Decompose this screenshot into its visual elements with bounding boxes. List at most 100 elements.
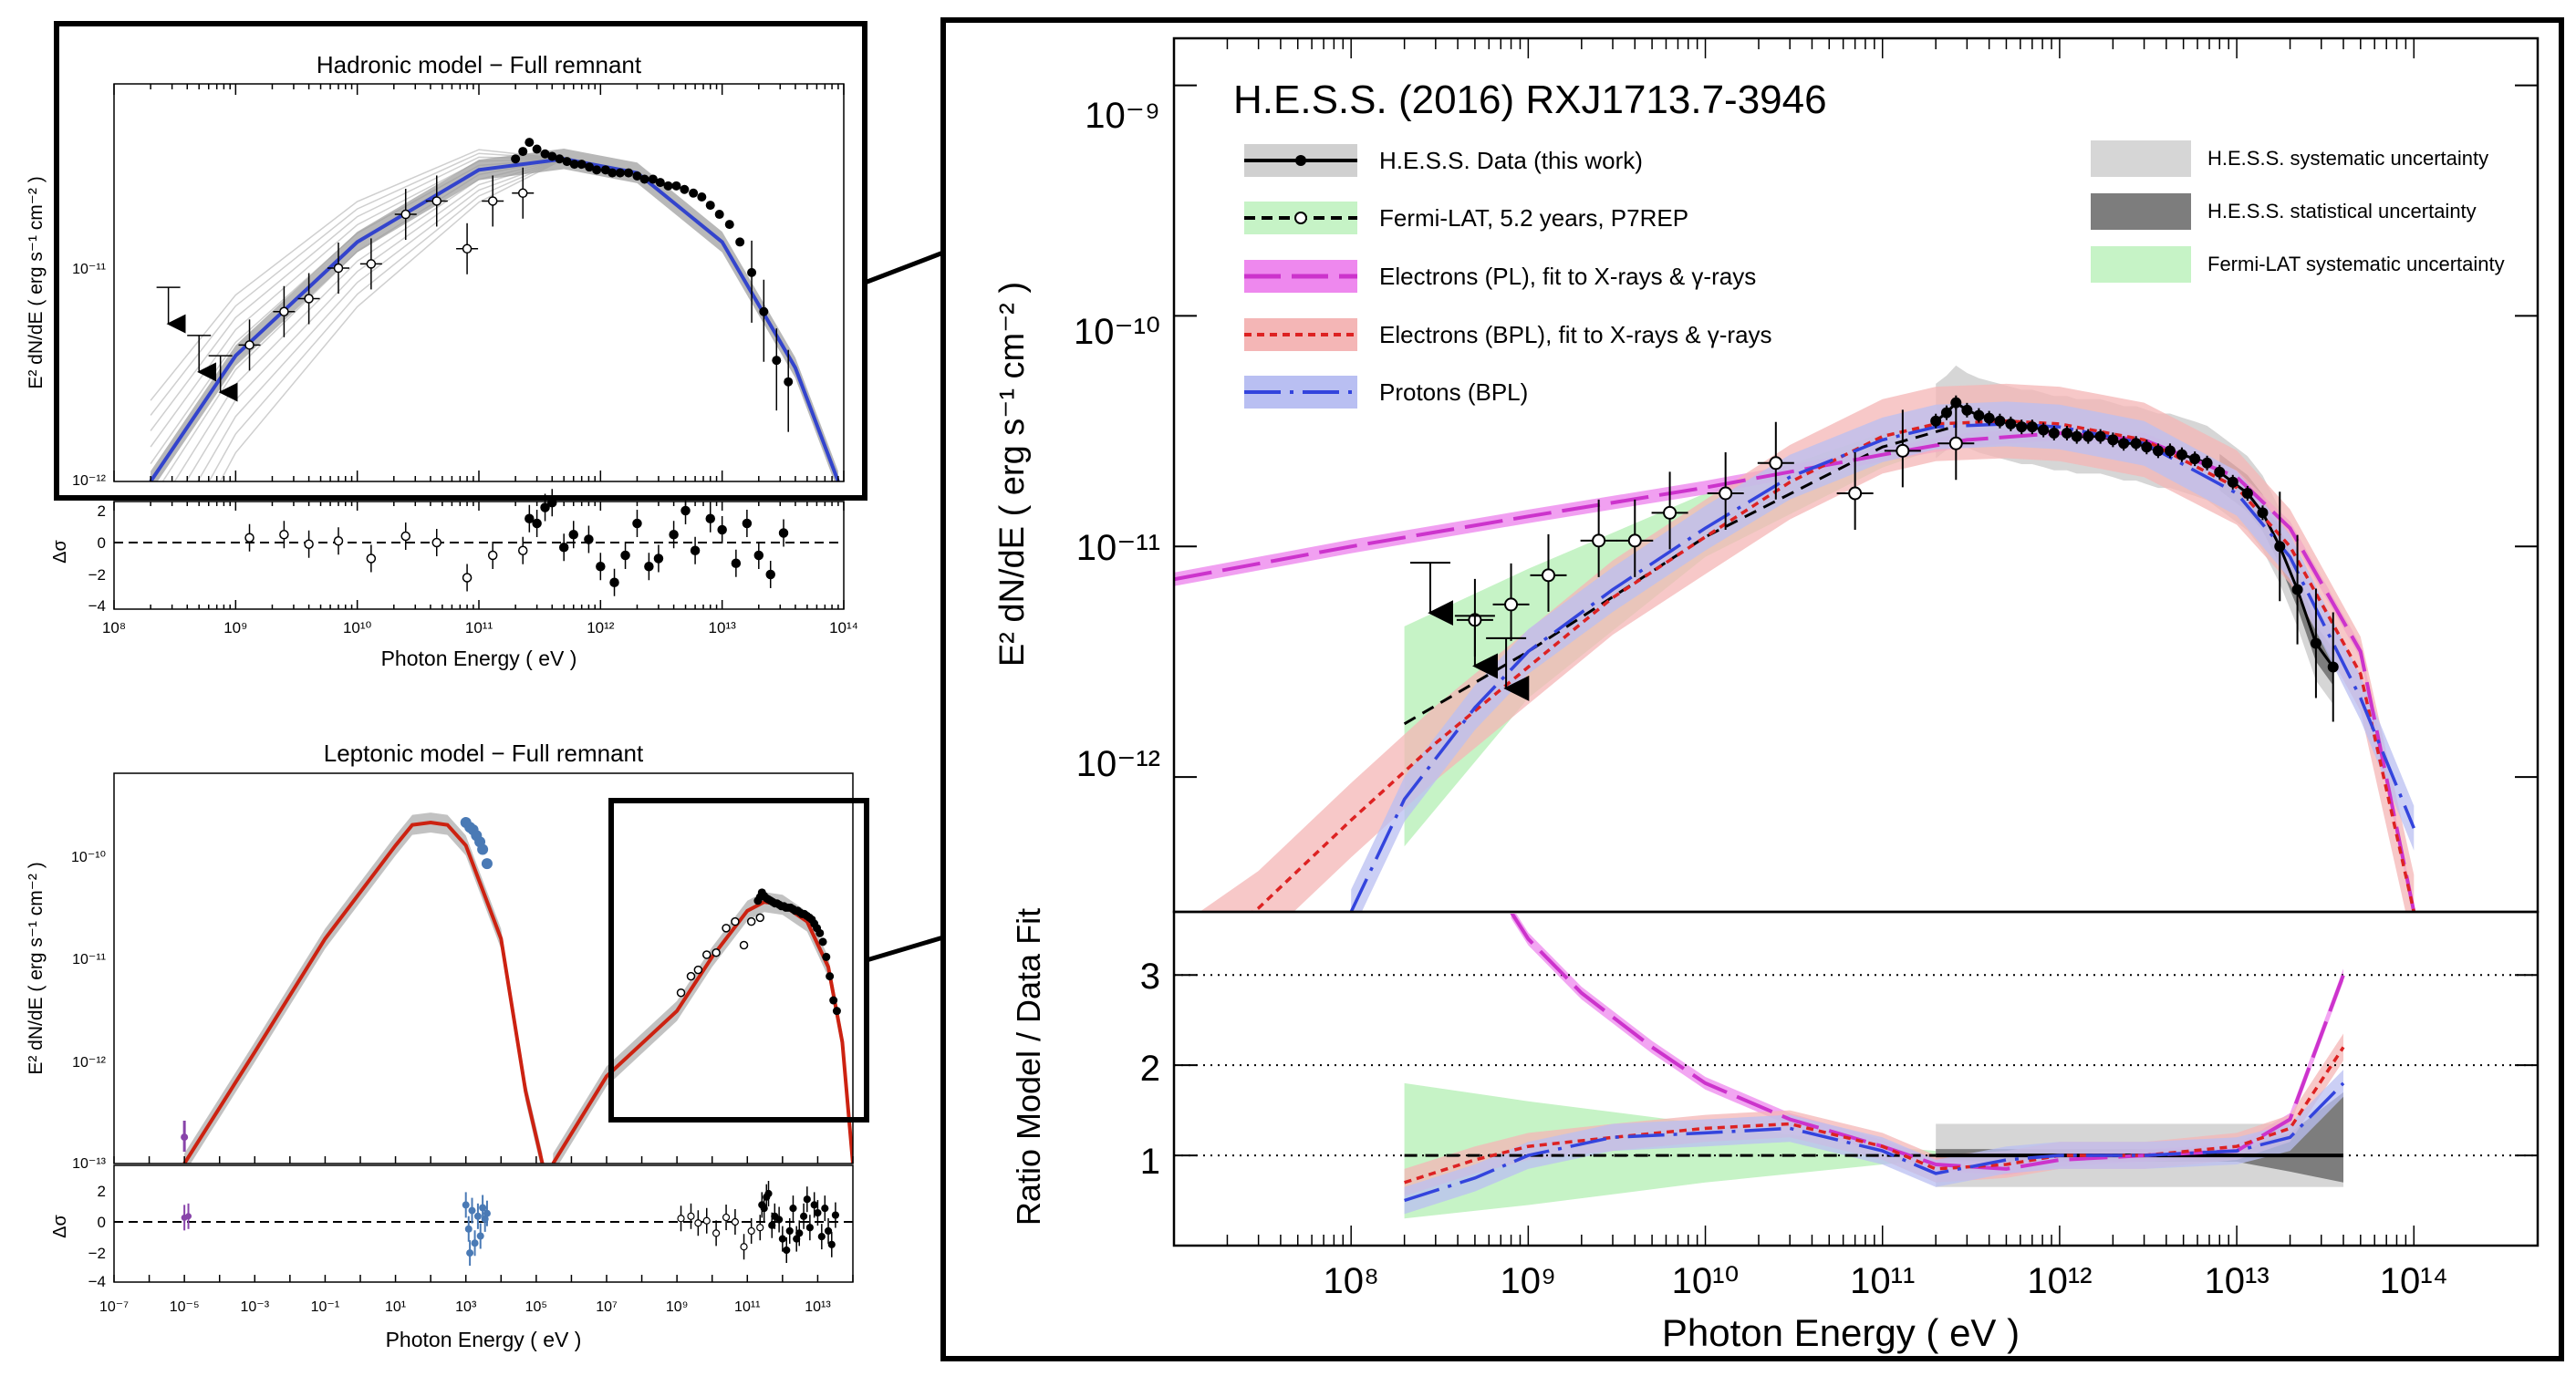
main-ytick-1e-10: 10⁻¹⁰: [1074, 312, 1160, 352]
legend-item-protons-bpl: Protons (BPL): [1244, 376, 1528, 409]
leptonic-hess-point: [832, 1007, 841, 1016]
hadronic-axis-ticks: [113, 84, 845, 609]
leptonic-ic-curve: [551, 900, 853, 1164]
fermi-data-point: [1627, 533, 1642, 548]
hess-data-point: [2118, 438, 2130, 450]
fermi-data-point: [1948, 436, 1963, 450]
hadronic-hess-point: [562, 157, 572, 167]
leptonic-title: Leptonic model − Full remnant: [324, 740, 644, 767]
hadronic-residual-point: [669, 530, 679, 540]
leptonic-ic-band: [553, 892, 853, 1164]
leptonic-residual-point: [468, 1206, 476, 1215]
hadronic-residual-point: [517, 545, 528, 555]
hadronic-hess-point: [655, 178, 665, 188]
leptonic-residual-point: [814, 1208, 822, 1217]
hess-data-point: [2176, 449, 2187, 460]
leptonic-fermi-point: [686, 971, 696, 981]
hess-data-point: [2310, 637, 2322, 649]
main-xtick-label: 10¹⁰: [1672, 1261, 1740, 1301]
main-ylabel-bottom: Ratio Model / Data Fit: [1010, 908, 1047, 1226]
hadronic-xtick-label: 10⁹: [223, 619, 247, 636]
leptonic-residual-point: [740, 1243, 748, 1251]
leptonic-synchrotron-band: [184, 812, 543, 1164]
hadronic-residual-point: [547, 498, 557, 508]
leptonic-residual-point: [473, 1212, 482, 1220]
leptonic-ytick-1e-11: 10⁻¹¹: [72, 952, 106, 967]
hadronic-residual-point: [244, 533, 254, 543]
leptonic-residual-point: [795, 1229, 804, 1237]
hadronic-sample-curve: [208, 158, 839, 481]
hadronic-residual-points: [244, 489, 789, 596]
hadronic-residual-point: [568, 530, 579, 540]
hadronic-residual-point: [653, 554, 664, 564]
hadronic-model-curve: [149, 157, 840, 481]
leptonic-fermi-point: [739, 940, 749, 950]
hess-data-point: [2201, 457, 2213, 469]
hadronic-residual-point: [333, 536, 344, 546]
leptonic-fermi-point: [755, 913, 764, 923]
hadronic-residual-point: [778, 528, 789, 538]
main-xtick-label: 10¹²: [2027, 1261, 2092, 1301]
leptonic-fermi-point: [712, 947, 721, 957]
leptonic-hess-point: [826, 972, 835, 981]
leptonic-connector: [866, 935, 944, 963]
hadronic-hess-point: [784, 377, 794, 387]
hadronic-hess-point: [772, 356, 782, 366]
legend-item-hess-sys: H.E.S.S. systematic uncertainty: [2091, 140, 2488, 177]
leptonic-residual-point: [821, 1205, 829, 1213]
hadronic-residual-point: [765, 569, 775, 580]
leptonic-residual-point: [483, 1209, 491, 1217]
leptonic-rtick-m2: −2: [88, 1245, 106, 1262]
hadronic-hess-point: [608, 168, 618, 178]
leptonic-xtick-label: 10³: [455, 1299, 477, 1315]
legend-item-electrons-pl: Electrons (PL), fit to X-rays & γ-rays: [1244, 260, 1756, 293]
hadronic-fermi-point: [462, 243, 473, 254]
main-legend-right: H.E.S.S. systematic uncertainty H.E.S.S.…: [2091, 140, 2505, 283]
leptonic-xtick-label: 10⁹: [666, 1299, 689, 1315]
legend-label-electrons-bpl: Electrons (BPL), fit to X-rays & γ-rays: [1379, 321, 1772, 348]
leptonic-xtick-label: 10¹: [385, 1299, 406, 1315]
hadronic-hess-point: [714, 210, 724, 220]
main-ytick-1e-12: 10⁻¹²: [1076, 744, 1160, 784]
main-xtick-label: 10⁹: [1501, 1261, 1557, 1301]
hadronic-residual-point: [431, 537, 442, 548]
hadronic-hess-point: [592, 165, 602, 175]
hadronic-title: Hadronic model − Full remnant: [317, 51, 642, 78]
hadronic-residual-point: [462, 573, 473, 583]
hadronic-residual-point: [304, 539, 314, 549]
leptonic-residual-point: [778, 1235, 786, 1243]
ratio-bands: [1404, 914, 2343, 1219]
leptonic-residual-point: [805, 1224, 814, 1232]
hadronic-hess-point: [689, 188, 699, 198]
leptonic-x-tick-labels: 10⁻⁷ 10⁻⁵ 10⁻³ 10⁻¹ 10¹ 10³ 10⁵ 10⁷ 10⁹ 10¹¹ 10¹³: [99, 1299, 831, 1315]
fermi-data-point: [1896, 443, 1910, 458]
leptonic-hess-point: [815, 928, 825, 937]
hadronic-sample-curve: [150, 158, 839, 481]
fermi-data-point: [1592, 533, 1606, 548]
leptonic-residual-point: [764, 1189, 773, 1198]
leptonic-residual-point: [747, 1226, 755, 1236]
hadronic-hess-point: [540, 149, 550, 159]
main-xtick-label: 10¹¹: [1850, 1261, 1915, 1301]
hadronic-xtick-label: 10¹¹: [465, 619, 493, 636]
hess-data-point: [2257, 507, 2269, 519]
leptonic-residual-point: [677, 1215, 685, 1223]
main-data-points: [1410, 395, 2339, 722]
hadronic-fermi-point: [431, 196, 442, 206]
ratio-model-curve: [1404, 1046, 2345, 1185]
hadronic-residual-point: [525, 513, 535, 523]
leptonic-ytick-1e-13: 10⁻¹³: [72, 1156, 107, 1172]
hadronic-connector: [864, 250, 944, 285]
hess-data-point: [2214, 466, 2226, 478]
leptonic-residual-point: [831, 1211, 840, 1219]
leptonic-xtick-label: 10⁻³: [240, 1299, 269, 1315]
legend-item-electrons-bpl: Electrons (BPL), fit to X-rays & γ-rays: [1244, 318, 1772, 351]
hadronic-xtick-label: 10¹⁴: [829, 619, 858, 636]
hess-data-point: [1961, 404, 1973, 416]
main-ratio-tick-2: 2: [1140, 1049, 1160, 1089]
leptonic-residual-point: [810, 1201, 818, 1209]
leptonic-xray-point: [481, 858, 493, 870]
hadronic-hess-point: [585, 162, 595, 172]
hadronic-band: [151, 149, 838, 481]
leptonic-fermi-point: [722, 924, 731, 933]
